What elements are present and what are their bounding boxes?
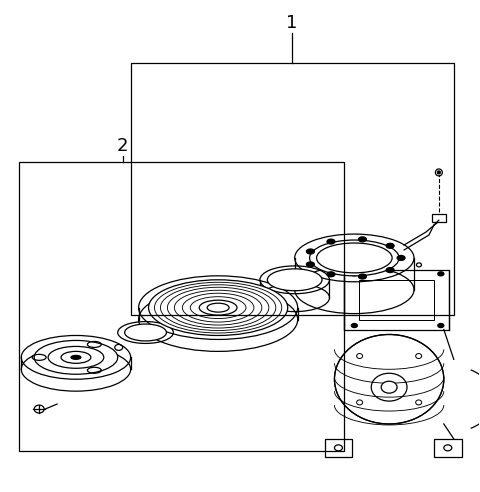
Bar bbox=[19, 162, 344, 451]
Ellipse shape bbox=[386, 244, 394, 248]
Ellipse shape bbox=[386, 268, 394, 273]
Ellipse shape bbox=[148, 280, 288, 336]
Ellipse shape bbox=[61, 351, 91, 363]
Ellipse shape bbox=[381, 381, 397, 393]
Ellipse shape bbox=[351, 324, 357, 328]
Text: 2: 2 bbox=[117, 137, 129, 154]
Ellipse shape bbox=[359, 274, 366, 279]
Ellipse shape bbox=[397, 255, 405, 260]
Ellipse shape bbox=[71, 355, 81, 359]
Ellipse shape bbox=[438, 324, 444, 328]
Ellipse shape bbox=[359, 237, 366, 242]
Bar bbox=[432, 214, 446, 222]
Ellipse shape bbox=[267, 269, 322, 291]
Ellipse shape bbox=[310, 240, 399, 276]
Ellipse shape bbox=[34, 340, 118, 374]
Ellipse shape bbox=[125, 324, 167, 341]
Ellipse shape bbox=[207, 303, 229, 312]
Ellipse shape bbox=[437, 171, 440, 174]
Ellipse shape bbox=[306, 249, 314, 254]
Ellipse shape bbox=[351, 272, 357, 276]
Bar bbox=[131, 63, 454, 314]
Ellipse shape bbox=[327, 239, 335, 244]
Ellipse shape bbox=[438, 272, 444, 276]
Ellipse shape bbox=[327, 272, 335, 277]
Ellipse shape bbox=[306, 262, 314, 267]
Text: 1: 1 bbox=[286, 14, 298, 32]
